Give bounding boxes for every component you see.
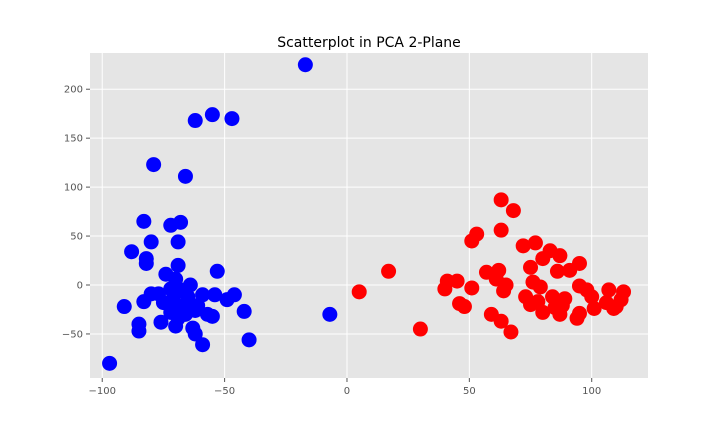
data-point [523,297,539,313]
data-point [562,262,578,278]
data-point [464,233,480,249]
data-point [535,304,551,320]
series-layer [102,57,632,371]
y-tick-label: 50 [70,232,83,243]
data-point [503,324,519,340]
data-point [505,203,521,219]
data-point [322,306,338,322]
grid-lines [90,53,648,378]
data-point [124,244,140,260]
data-point [552,248,568,264]
data-point [535,251,551,267]
data-point [187,113,203,129]
data-point [552,306,568,322]
data-point [527,235,543,251]
chart-title: Scatterplot in PCA 2-Plane [277,35,461,51]
data-point [493,313,509,329]
data-point [163,217,179,233]
x-tick-label: 50 [463,386,476,397]
data-point [136,213,152,229]
y-tick-label: 100 [64,183,83,194]
y-tick-label: 200 [64,85,83,96]
series-2 [351,192,632,340]
x-tick-label: −50 [214,386,235,397]
data-point [195,337,211,353]
data-point [523,259,539,275]
y-tick-label: 150 [64,134,83,145]
y-tick-label: 0 [77,281,83,292]
x-axis: −100 −50 0 50 100 [89,378,601,397]
data-point [493,192,509,208]
data-point [102,355,118,371]
data-point [437,281,453,297]
data-point [412,321,428,337]
data-point [496,283,512,299]
data-point [224,111,240,127]
data-point [464,280,480,296]
data-point [146,157,162,173]
data-point [297,57,313,73]
data-point [351,284,367,300]
data-point [456,299,472,315]
x-tick-label: 100 [582,386,601,397]
data-point [143,234,159,250]
data-point [136,294,152,310]
data-point [207,287,223,303]
x-tick-label: 0 [344,386,350,397]
series-1 [102,57,338,371]
data-point [219,292,235,308]
data-point [204,107,220,123]
data-point [569,310,585,326]
data-point [606,300,622,316]
data-point [515,238,531,254]
data-point [204,308,220,324]
data-point [209,263,225,279]
y-axis: −50 0 50 100 150 200 [62,85,90,340]
data-point [532,279,548,295]
data-point [170,257,186,273]
data-point [381,263,397,279]
data-point [177,168,193,184]
data-point [236,303,252,319]
data-point [584,289,600,305]
data-point [187,326,203,342]
data-point [449,273,465,289]
data-point [153,314,169,330]
y-tick-label: −50 [62,329,83,340]
plot-area [90,53,648,378]
data-point [601,282,617,298]
data-point [116,299,132,315]
x-tick-label: −100 [89,386,116,397]
data-point [493,222,509,238]
data-point [170,234,186,250]
data-point [241,332,257,348]
data-point [549,263,565,279]
data-point [168,318,184,334]
data-point [138,255,154,271]
data-point [586,300,602,316]
data-point [131,323,147,339]
